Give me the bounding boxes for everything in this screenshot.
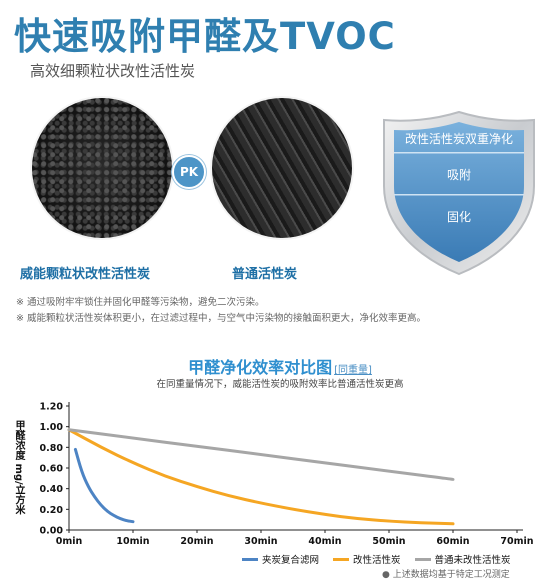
chart-title-text: 甲醛净化效率对比图: [188, 358, 333, 377]
shield-graphic: 改性活性炭双重净化 吸附 固化: [378, 108, 540, 278]
legend-swatch-orange: [333, 557, 350, 561]
chart-title-tag: [同重量]: [334, 365, 372, 376]
series-line-1: [67, 428, 455, 526]
granular-carbon-label: 威能颗粒状改性活性炭: [20, 267, 151, 282]
series-line-0: [73, 447, 135, 524]
y-tick-label: 0.20: [40, 505, 64, 516]
y-tick-label: 1.00: [40, 422, 64, 433]
y-tick-label: 0.40: [40, 484, 64, 495]
x-tick-label: 10min: [116, 536, 149, 547]
x-tick-label: 0min: [56, 536, 83, 547]
y-tick-label: 0.80: [40, 443, 64, 454]
x-tick-label: 20min: [180, 536, 213, 547]
legend-swatch-blue: [242, 557, 258, 561]
x-tick-label: 40min: [308, 536, 341, 547]
pk-badge: PK: [172, 155, 206, 189]
legend-item: 夹炭复合滤网: [242, 552, 319, 566]
footnote: ● 上述数据均基于特定工况测定: [382, 570, 510, 580]
x-tick-label: 60min: [436, 536, 469, 547]
granular-carbon-image: [32, 98, 172, 238]
x-tick-label: 70min: [500, 536, 533, 547]
legend-item: 普通未改性活性炭: [414, 552, 511, 566]
shield-icon: [383, 110, 535, 276]
legend-label: 夹炭复合滤网: [262, 555, 320, 566]
note-line: ※ 通过吸附牢牢锁住并固化甲醛等污染物，避免二次污染。: [16, 297, 265, 308]
y-axis-label: 甲醛浓度 mg/立方米: [13, 420, 24, 515]
legend-swatch-gray: [414, 557, 431, 561]
page-title: 快速吸附甲醛及TVOC: [14, 15, 396, 58]
page-subtitle: 高效细颗粒状改性活性炭: [30, 62, 196, 80]
chart-legend: 夹炭复合滤网 改性活性炭 普通未改性活性炭: [242, 552, 511, 566]
note-line: ※ 威能颗粒状活性炭体积更小，在过滤过程中，与空气中污染物的接触面积更大，净化效…: [16, 313, 426, 324]
shield-item-adsorb: 吸附: [446, 168, 471, 182]
series-line-2: [67, 428, 455, 481]
chart-subtitle: 在同重量情况下，威能活性炭的吸附效率比普通活性炭更高: [156, 379, 404, 390]
shield-title: 改性活性炭双重净化: [404, 132, 513, 146]
y-tick-label: 0.60: [40, 464, 64, 475]
legend-label: 改性活性炭: [353, 555, 401, 566]
chart-title: 甲醛净化效率对比图 [同重量]: [0, 354, 560, 378]
x-tick-label: 30min: [244, 536, 277, 547]
legend-item: 改性活性炭: [333, 552, 401, 566]
shield-item-fix: 固化: [446, 210, 471, 224]
pellet-carbon-image: [212, 98, 352, 238]
pellet-carbon-label: 普通活性炭: [232, 267, 298, 282]
y-tick-label: 0.00: [40, 526, 64, 537]
y-tick-label: 1.20: [40, 402, 64, 413]
legend-label: 普通未改性活性炭: [434, 555, 511, 566]
x-tick-label: 50min: [372, 536, 405, 547]
